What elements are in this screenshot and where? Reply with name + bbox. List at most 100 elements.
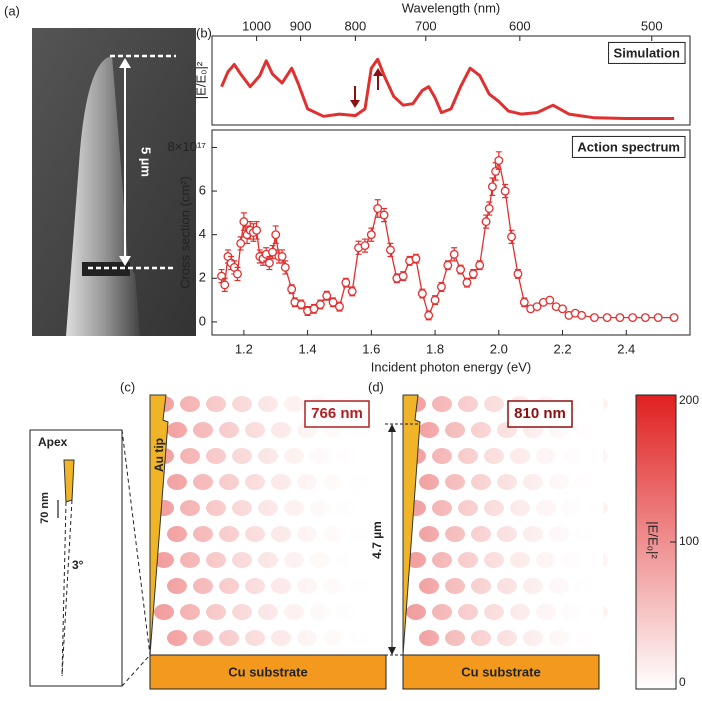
field-fade <box>403 395 603 657</box>
data-point <box>417 289 427 299</box>
data-point <box>411 254 421 264</box>
angle-label: 3° <box>72 558 84 572</box>
inset-tip <box>63 459 75 503</box>
data-point <box>424 310 434 320</box>
data-point <box>277 252 287 261</box>
data-point <box>589 313 599 323</box>
data-point <box>500 186 510 196</box>
data-point <box>653 313 663 323</box>
data-point <box>398 271 408 281</box>
x-tick-label: 1.6 <box>362 341 380 356</box>
data-point <box>468 269 478 279</box>
data-point <box>379 210 389 220</box>
data-point <box>513 269 523 279</box>
data-point <box>373 204 383 213</box>
y-tick-label: 4 <box>199 226 206 241</box>
data-point <box>341 278 351 288</box>
colorbar-tick-label: 0 <box>679 675 686 689</box>
data-point <box>449 249 459 259</box>
annotation-box <box>608 41 686 64</box>
data-point <box>507 232 516 242</box>
data-point <box>475 260 485 270</box>
data-point <box>287 284 297 294</box>
data-point <box>315 300 325 309</box>
wavelength-label: 766 nm <box>311 405 363 422</box>
colorbar-tick-label: 200 <box>679 393 699 407</box>
y-tick-label: 0 <box>199 313 206 328</box>
colorbar <box>635 394 677 690</box>
panel-label: (c) <box>120 379 135 394</box>
substrate-label: Cu substrate <box>461 664 540 679</box>
wavelength-label: 810 nm <box>514 405 566 422</box>
y-axis-label: |E/E₀|² <box>193 61 208 99</box>
simulation-line <box>220 57 675 120</box>
data-point <box>462 278 472 288</box>
colorbar-tick-label: 100 <box>679 534 699 548</box>
x2-tick-label: 600 <box>509 18 531 33</box>
data-point <box>233 269 242 279</box>
zoom-line <box>121 429 151 656</box>
data-point <box>236 238 246 248</box>
data-point <box>220 280 230 290</box>
axis-dash <box>61 501 67 677</box>
data-point <box>280 262 290 272</box>
au-tip <box>149 394 169 656</box>
data-point <box>239 217 249 227</box>
gap-label: 70 nm <box>39 492 51 524</box>
zoom-line <box>121 654 151 687</box>
data-point <box>602 313 612 323</box>
data-point <box>264 258 274 268</box>
x-axis-label: Incident photon energy (eV) <box>371 359 531 374</box>
scale-label: 5 µm <box>139 147 154 177</box>
panel-label: (b) <box>196 25 212 40</box>
y-tick-label: 8×10¹⁷ <box>168 139 207 154</box>
panel-label: (a) <box>4 3 20 18</box>
plot-frame <box>211 129 691 336</box>
data-point <box>545 295 555 305</box>
data-point <box>252 225 262 235</box>
data-point <box>271 230 281 240</box>
substrate <box>402 654 600 690</box>
wavelength-box <box>507 400 573 428</box>
field-fade <box>150 395 390 657</box>
height-label: 4.7 µm <box>370 521 384 559</box>
annotation: Simulation <box>614 45 681 60</box>
arrow-head <box>373 68 383 76</box>
data-point <box>487 182 497 192</box>
data-point <box>436 282 446 292</box>
annotation: Action spectrum <box>577 139 680 154</box>
y-tick-label: 6 <box>199 183 206 198</box>
data-point <box>456 265 466 275</box>
data-point <box>347 286 357 296</box>
colorbar-label: |E/E₀|² <box>646 521 661 559</box>
panel-label: (d) <box>368 379 384 394</box>
data-point <box>628 313 638 323</box>
data-point <box>640 313 650 323</box>
x2-tick-label: 500 <box>641 18 663 33</box>
x-tick-label: 1.2 <box>235 341 253 356</box>
data-point <box>532 302 542 312</box>
data-point <box>484 204 494 213</box>
y-axis-label: Cross section (cm²) <box>177 176 192 289</box>
data-point <box>430 295 440 305</box>
data-point <box>669 313 679 323</box>
arrow-head <box>350 100 360 108</box>
data-point <box>481 217 491 227</box>
inset-box <box>29 429 123 687</box>
data-point <box>366 230 376 240</box>
inset-title: Apex <box>38 435 68 449</box>
data-point <box>577 310 587 320</box>
y-tick-label: 2 <box>199 270 206 285</box>
x-tick-label: 1.8 <box>426 341 444 356</box>
x2-tick-label: 700 <box>415 18 437 33</box>
substrate-label: Cu substrate <box>228 664 307 679</box>
data-point <box>335 302 344 312</box>
au-tip <box>402 394 421 656</box>
x2-tick-label: 1000 <box>242 18 271 33</box>
data-point <box>443 260 453 270</box>
data-point <box>386 245 395 255</box>
wavelength-box <box>304 400 370 428</box>
axis-dash <box>61 499 73 677</box>
x-tick-label: 1.4 <box>299 341 317 356</box>
